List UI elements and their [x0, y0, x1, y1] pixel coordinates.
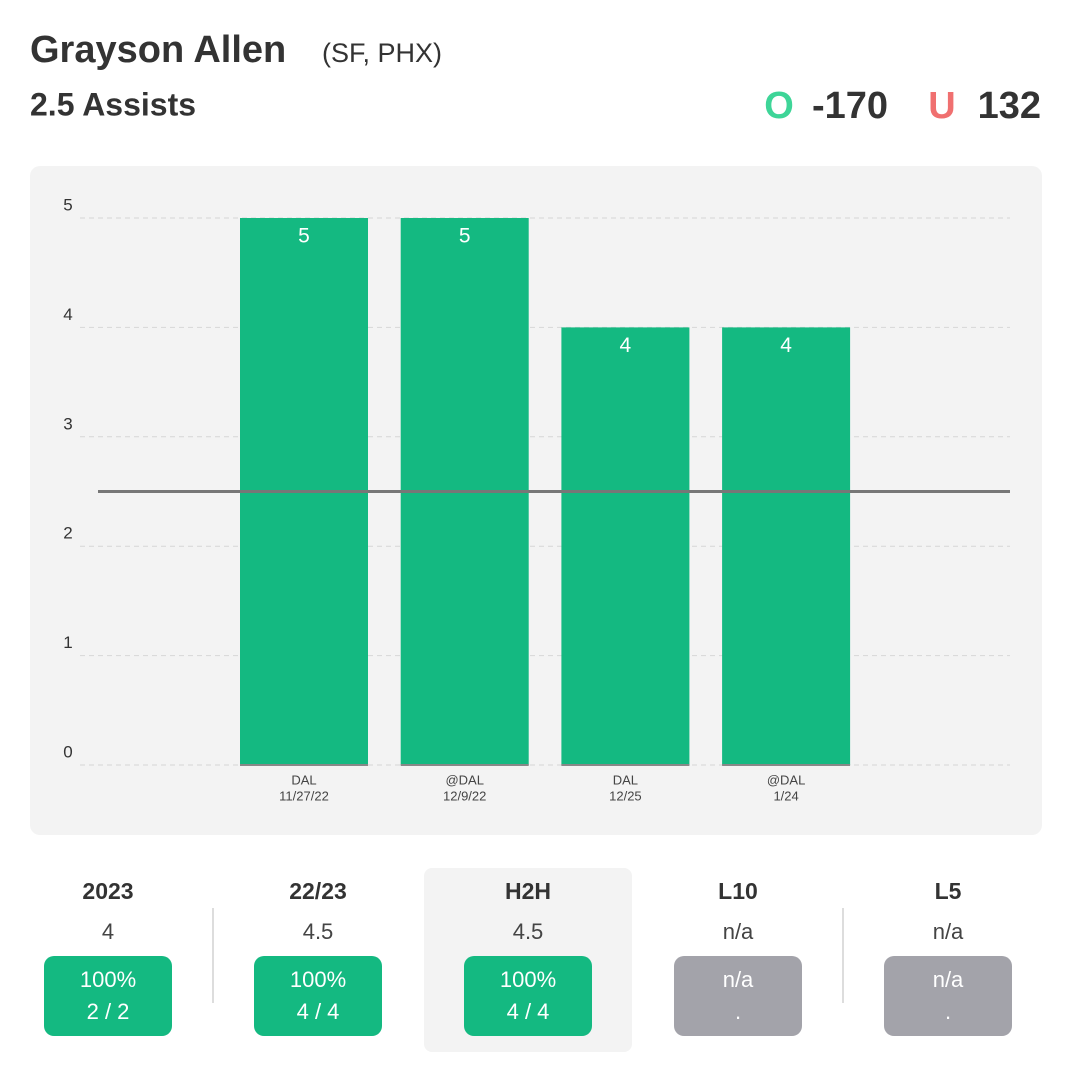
stat-pill [674, 956, 802, 1036]
y-tick-label: 2 [63, 524, 72, 543]
stat-pill [44, 956, 172, 1036]
x-tick-label: DAL [291, 772, 316, 787]
player-name: Grayson Allen [30, 29, 286, 71]
stat-record: 2 / 2 [87, 999, 130, 1024]
prop: 2.5 Assists [30, 86, 196, 122]
under-odds: 132 [978, 85, 1041, 127]
stat-value: 4.5 [303, 919, 334, 944]
stat-pct: 100% [500, 967, 556, 992]
stat-value: 4 [102, 919, 114, 944]
x-tick-label: 12/9/22 [443, 788, 486, 803]
stat-value: 4.5 [513, 919, 544, 944]
value-label: 4 [620, 334, 632, 357]
stat-pill [464, 956, 592, 1036]
over-label: O [764, 85, 794, 127]
stat-record: . [945, 999, 951, 1024]
bar [722, 327, 851, 765]
x-tick-label: @DAL [445, 772, 484, 787]
y-tick-label: 5 [63, 195, 72, 214]
stat-label[interactable]: L5 [935, 878, 962, 904]
teams: (SF, PHX) [322, 38, 442, 68]
stat-pct: n/a [723, 967, 754, 992]
stat-pill [884, 956, 1012, 1036]
x-tick-label: 11/27/22 [279, 788, 329, 803]
stat-record: . [735, 999, 741, 1024]
x-tick-label: DAL [613, 772, 638, 787]
stat-value: n/a [933, 919, 964, 944]
value-label: 5 [298, 225, 310, 248]
bar [561, 327, 690, 765]
x-tick-label: 12/25 [609, 788, 642, 803]
stat-pct: 100% [290, 967, 346, 992]
x-tick-label: 1/24 [773, 788, 798, 803]
stat-label[interactable]: 2023 [82, 878, 133, 904]
stat-value: n/a [723, 919, 754, 944]
stat-label[interactable]: H2H [505, 878, 551, 904]
stat-pct: n/a [933, 967, 964, 992]
stat-label[interactable]: L10 [718, 878, 758, 904]
stat-pill [254, 956, 382, 1036]
stat-label[interactable]: 22/23 [289, 878, 347, 904]
over-odds: -170 [812, 85, 888, 127]
stat-pct: 100% [80, 967, 136, 992]
value-label: 4 [780, 334, 792, 357]
y-tick-label: 4 [63, 305, 72, 324]
y-tick-label: 0 [63, 742, 72, 761]
under-label: U [928, 85, 955, 127]
value-label: 5 [459, 225, 471, 248]
stat-record: 4 / 4 [297, 999, 340, 1024]
y-tick-label: 1 [63, 633, 72, 652]
chart-panel [30, 166, 1042, 835]
x-tick-label: @DAL [767, 772, 806, 787]
stat-record: 4 / 4 [507, 999, 550, 1024]
y-tick-label: 3 [63, 414, 72, 433]
